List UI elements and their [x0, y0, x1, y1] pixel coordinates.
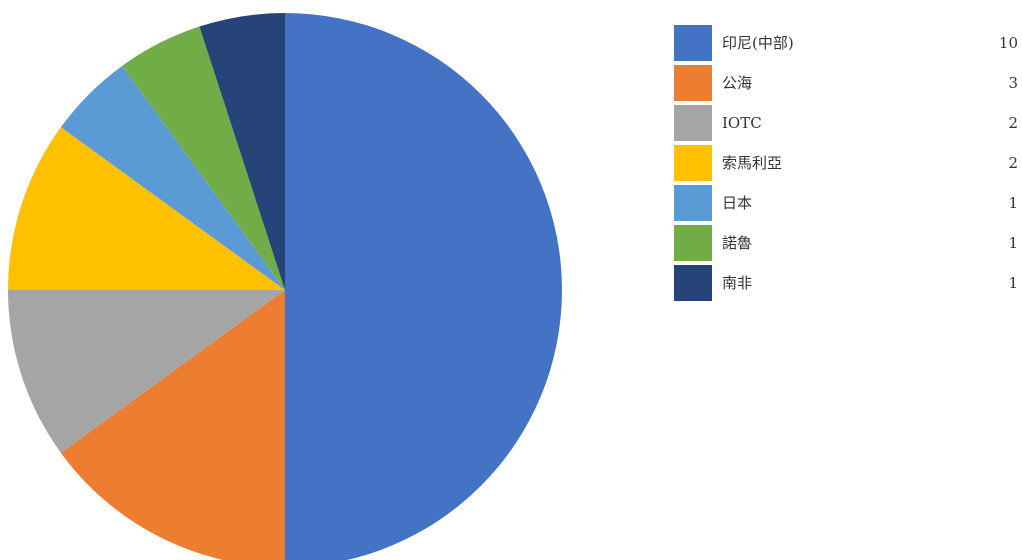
legend-swatch — [674, 25, 712, 61]
legend-label: 印尼(中部) — [722, 34, 794, 52]
pie-slice — [7, 290, 285, 453]
pie-slice — [285, 13, 562, 560]
legend-swatch — [674, 105, 712, 141]
legend-swatch — [674, 265, 712, 301]
pie-slice — [60, 65, 285, 291]
legend-label: 日本 — [722, 194, 752, 212]
legend-value: 3 — [1008, 74, 1018, 92]
legend-label: 諾魯 — [722, 234, 752, 252]
legend-swatch — [674, 65, 712, 101]
legend-swatch — [674, 185, 712, 221]
legend-label: 索馬利亞 — [722, 154, 782, 172]
pie-slice — [199, 13, 285, 290]
legend-value: 2 — [1008, 114, 1018, 132]
pie-slice — [60, 290, 285, 560]
legend-value: 10 — [999, 34, 1018, 52]
pie-slice — [8, 127, 285, 290]
legend-label: IOTC — [722, 114, 762, 132]
legend-label: 南非 — [722, 274, 752, 292]
legend-value: 1 — [1008, 234, 1018, 252]
legend-value: 1 — [1008, 194, 1018, 212]
legend-label: 公海 — [722, 74, 752, 92]
legend-value: 1 — [1008, 274, 1018, 292]
legend-value: 2 — [1008, 154, 1018, 172]
pie-slice — [122, 26, 285, 291]
legend-swatch — [674, 145, 712, 181]
legend-swatch — [674, 225, 712, 261]
